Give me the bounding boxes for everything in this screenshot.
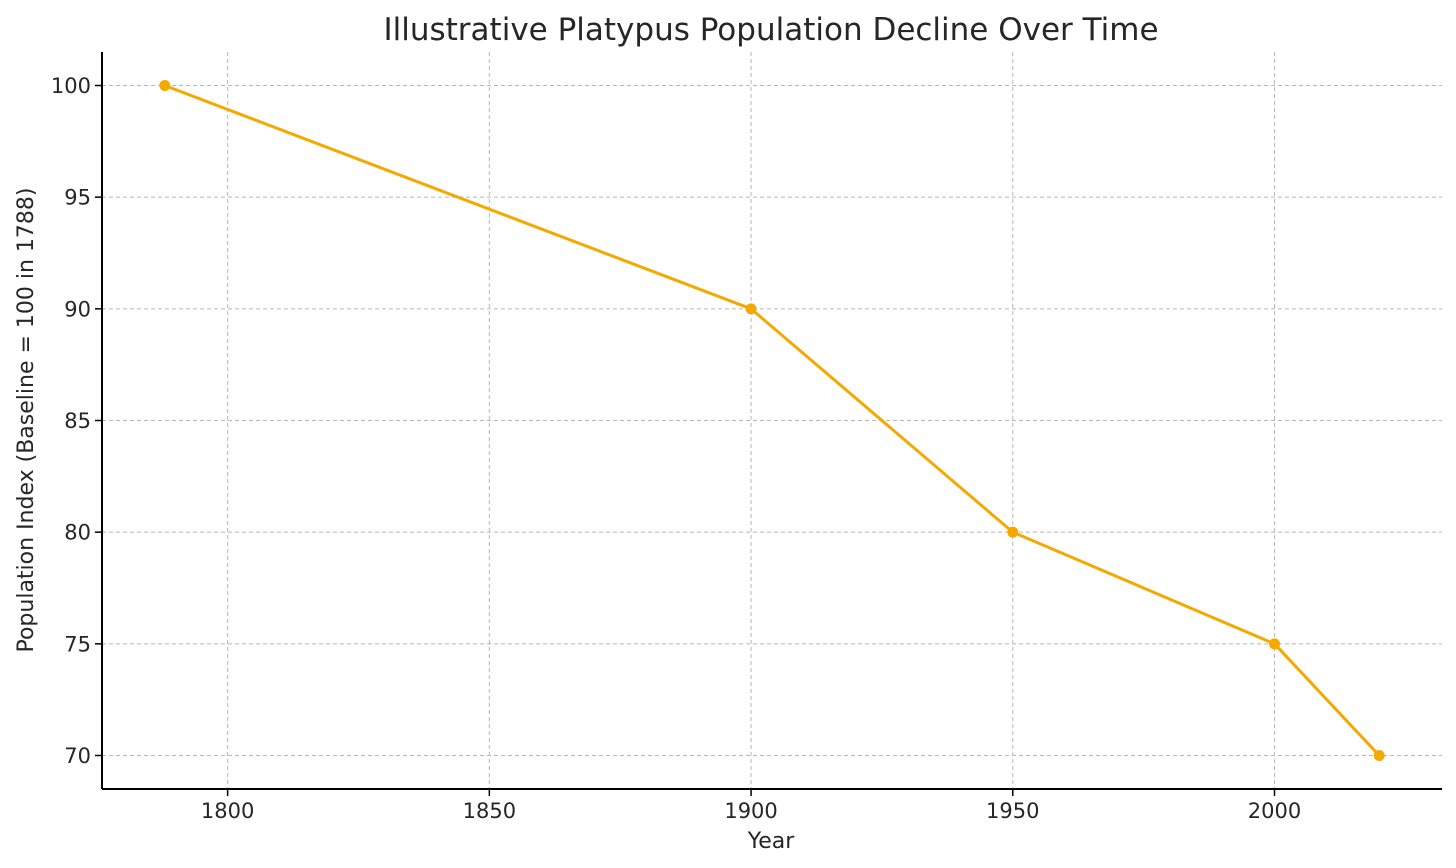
chart-title: Illustrative Platypus Population Decline… bbox=[383, 12, 1158, 48]
data-point-marker bbox=[1373, 750, 1385, 761]
data-point-marker bbox=[159, 80, 171, 91]
x-axis-label: Year bbox=[747, 829, 796, 854]
grid-layer bbox=[102, 52, 1442, 789]
data-point-marker bbox=[745, 303, 757, 315]
y-tick-label: 80 bbox=[64, 521, 91, 545]
x-tick-label: 2000 bbox=[1248, 799, 1301, 823]
axes-layer bbox=[101, 52, 1442, 790]
series-layer bbox=[159, 80, 1385, 761]
y-tick-label: 75 bbox=[64, 632, 91, 656]
y-tick-label: 90 bbox=[64, 297, 91, 321]
y-tick-label: 70 bbox=[64, 744, 91, 768]
y-tick-label: 85 bbox=[64, 409, 91, 433]
x-tick-label: 1850 bbox=[463, 799, 516, 823]
y-tick-label: 95 bbox=[64, 186, 91, 210]
data-point-marker bbox=[1269, 638, 1280, 650]
x-tick-label: 1800 bbox=[201, 799, 254, 823]
data-point-marker bbox=[1007, 526, 1019, 538]
y-tick-label: 100 bbox=[51, 74, 91, 98]
x-tick-label: 1950 bbox=[986, 799, 1039, 823]
y-axis-label: Population Index (Baseline = 100 in 1788… bbox=[14, 187, 39, 652]
x-tick-label: 1900 bbox=[724, 799, 777, 823]
ticks-layer: 1800 1850 1900 1950 2000 70 75 80 85 90 95 100 bbox=[51, 74, 1301, 823]
